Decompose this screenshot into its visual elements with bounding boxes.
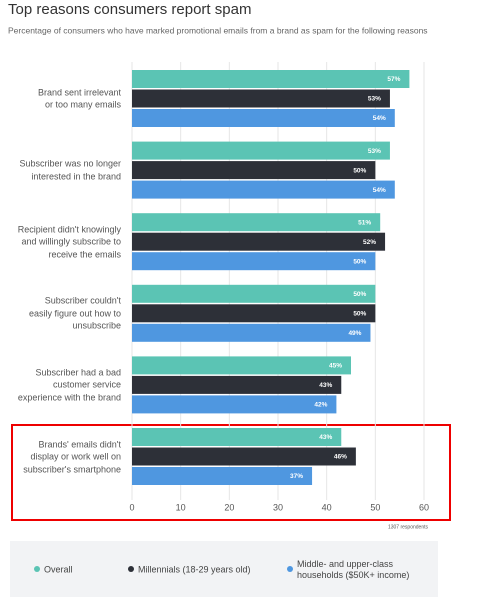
bar	[132, 213, 381, 232]
bar	[132, 323, 371, 342]
bar	[132, 141, 390, 160]
category-label: Subscriber had a bad customer service ex…	[17, 367, 121, 403]
bar	[132, 284, 376, 303]
x-tick-label: 0	[129, 502, 134, 512]
highlight-box	[11, 424, 451, 521]
value-label: 52%	[363, 239, 376, 246]
x-tick-label: 50	[370, 502, 380, 512]
category-label: Brand sent irrelevant or too many emails	[37, 87, 121, 110]
legend-label: Overall	[44, 564, 73, 575]
bar	[132, 109, 395, 127]
chart-subtitle: Percentage of consumers who have marked …	[8, 25, 428, 35]
bar	[132, 375, 342, 394]
value-label: 37%	[290, 473, 303, 480]
bar	[132, 467, 313, 485]
value-label: 50%	[353, 258, 366, 265]
value-label: 54%	[373, 187, 386, 194]
bar	[132, 356, 351, 375]
value-label: 46%	[334, 454, 347, 461]
x-tick-label: 60	[419, 502, 429, 512]
legend-swatch	[34, 566, 40, 572]
x-tick-label: 20	[224, 502, 234, 512]
value-label: 43%	[319, 434, 332, 441]
value-label: 53%	[368, 148, 381, 155]
bar	[132, 395, 337, 414]
x-tick-label: 40	[322, 502, 332, 512]
value-label: 42%	[314, 402, 327, 409]
x-tick-label: 30	[273, 502, 283, 512]
bar	[132, 304, 376, 323]
bar	[132, 89, 390, 108]
bar	[132, 447, 356, 466]
value-label: 53%	[368, 96, 381, 103]
value-label: 45%	[329, 363, 342, 370]
value-label: 51%	[358, 219, 371, 226]
bar	[132, 252, 376, 271]
legend-box	[10, 541, 438, 597]
legend-swatch	[128, 566, 134, 572]
value-label: 57%	[387, 76, 400, 83]
legend-swatch	[287, 566, 293, 572]
value-label: 50%	[353, 311, 366, 318]
legend-label: Millennials (18-29 years old)	[138, 564, 251, 575]
value-label: 50%	[353, 167, 366, 174]
value-label: 49%	[348, 330, 361, 337]
chart-title: Top reasons consumers report spam	[8, 1, 251, 18]
category-label: Recipient didn't knowingly and willingly…	[17, 223, 121, 259]
legend-label: Middle- and upper-class households ($50K…	[297, 559, 410, 580]
category-label: Brands' emails didn't display or work we…	[23, 438, 121, 474]
bar	[132, 161, 376, 180]
category-label: Subscriber couldn't easily figure out ho…	[28, 295, 121, 331]
value-label: 43%	[319, 382, 332, 389]
x-tick-label: 10	[176, 502, 186, 512]
value-label: 54%	[373, 115, 386, 122]
note: 1307 respondents	[388, 524, 429, 530]
category-label: Subscriber was no longer interested in t…	[19, 158, 121, 182]
bar	[132, 232, 386, 251]
bar	[132, 428, 342, 446]
value-label: 50%	[353, 291, 366, 298]
bar	[132, 180, 395, 199]
bar	[132, 70, 410, 88]
